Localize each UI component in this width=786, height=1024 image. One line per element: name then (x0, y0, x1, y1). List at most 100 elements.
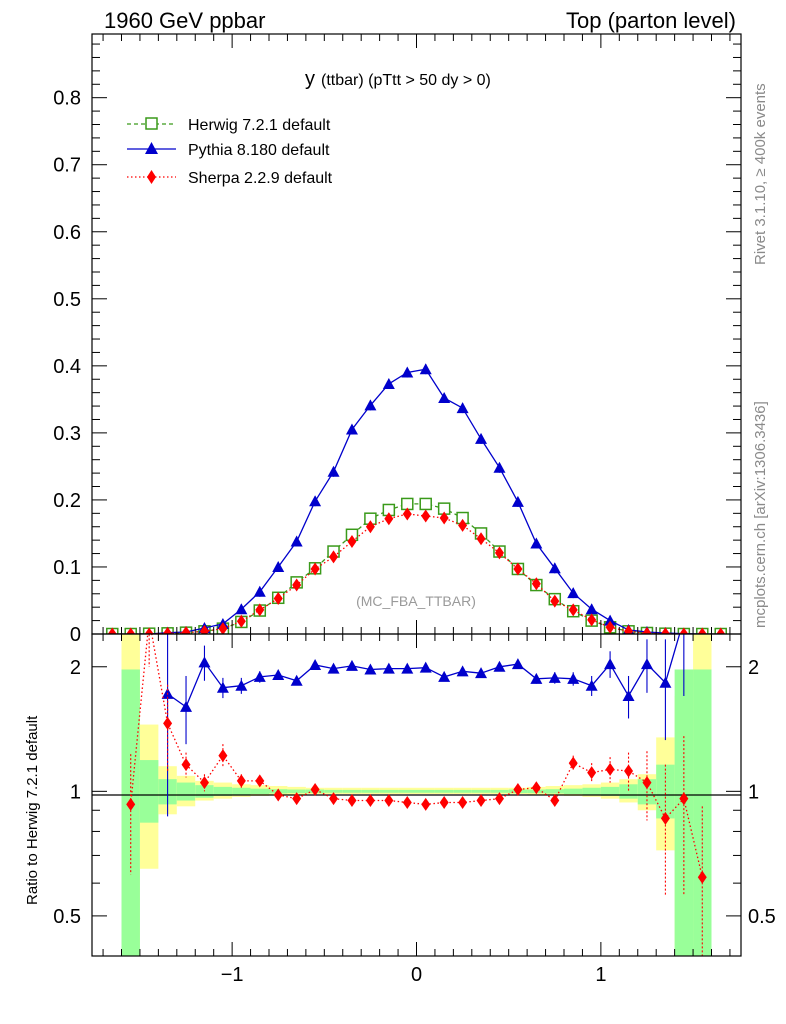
main-point (235, 603, 248, 615)
main-ytick-label: 0.6 (53, 222, 81, 244)
band-green (471, 789, 491, 793)
main-point (255, 603, 265, 617)
band-green (324, 789, 343, 793)
band-green (342, 789, 362, 793)
ratio-point (622, 689, 635, 701)
xtick-label: 1 (595, 964, 606, 986)
main-point (475, 432, 488, 444)
band-green (121, 669, 140, 956)
main-point (347, 534, 357, 548)
ratio-point (273, 788, 283, 802)
ratio-point (382, 662, 395, 674)
main-point (401, 366, 414, 378)
ratio-point (345, 659, 358, 671)
header-left: 1960 GeV ppbar (104, 8, 265, 33)
band-green (693, 669, 712, 956)
main-point (345, 423, 358, 435)
tick-labels: 0 0.1 0.2 0.3 0.4 0.5 0.6 0.7 0.8 0.5 0.5 1 1 2 2 −1 0 1 (53, 88, 776, 986)
band-green (453, 789, 472, 793)
ratio-point (309, 658, 322, 670)
main-point (107, 627, 117, 634)
ratio-point (255, 774, 265, 788)
ratio-point (587, 766, 597, 780)
main-point (587, 613, 597, 627)
plot-title: y (ttbar) (pTtt > 50 dy > 0) (305, 68, 491, 90)
xtick-label: 0 (411, 964, 422, 986)
ratio-point (659, 676, 672, 688)
ratio-point (401, 662, 414, 674)
main-point (660, 627, 670, 634)
main-point (199, 624, 209, 634)
main-point (493, 461, 506, 473)
main-point (456, 402, 469, 414)
ratio-point (642, 776, 652, 790)
main-point (511, 495, 524, 507)
main-point (494, 546, 504, 560)
main-point (530, 537, 543, 549)
band-green (600, 786, 620, 796)
main-point (329, 550, 339, 564)
ratio-series (126, 634, 707, 956)
ratio-point (679, 792, 689, 806)
main-ytick-label: 0 (70, 624, 81, 646)
main-point (144, 627, 154, 634)
ratio-point (419, 661, 432, 673)
band-green (232, 787, 251, 795)
ratio-ytick-label-right: 0.5 (748, 906, 776, 928)
ratio-ylabel: Ratio to Herwig 7.2.1 default (24, 715, 41, 905)
main-point (402, 507, 412, 521)
band-green (398, 789, 417, 793)
legend: Herwig 7.2.1 default Pythia 8.180 defaul… (127, 117, 333, 187)
band-green (434, 789, 454, 793)
main-point (697, 627, 707, 634)
legend-pythia-marker (145, 142, 158, 154)
main-ytick-label: 0.1 (53, 557, 81, 579)
plot-title-sub: (ttbar) (pTtt > 50 dy > 0) (321, 72, 491, 89)
ratio-point (292, 792, 302, 806)
main-point (605, 620, 615, 634)
ratio-point (253, 670, 266, 682)
main-point (126, 627, 136, 634)
ratio-ytick-label-right: 1 (748, 781, 759, 803)
main-point (292, 578, 302, 592)
main-point (181, 626, 191, 634)
ratio-point (604, 658, 617, 670)
legend-herwig-marker (145, 117, 158, 130)
mcplots-label: mcplots.cern.ch [arXiv:1306.3436] (752, 401, 769, 628)
ratio-ytick-label-right: 2 (748, 657, 759, 679)
ratio-point (493, 660, 506, 672)
band-green (139, 760, 159, 823)
main-point (550, 594, 560, 608)
band-green (564, 788, 583, 795)
main-point (476, 532, 486, 546)
band-green (674, 669, 694, 956)
band-green (176, 782, 196, 801)
legend-item-sherpa: Sherpa 2.2.9 default (127, 170, 333, 187)
ratio-point (402, 795, 412, 809)
main-point (365, 520, 375, 534)
ratio-point (438, 670, 451, 682)
ratio-point (199, 776, 209, 790)
main-point (531, 577, 541, 591)
main-ytick-label: 0.3 (53, 423, 81, 445)
main-point (384, 512, 394, 526)
ratio-point (568, 756, 578, 770)
ratio-point (531, 781, 541, 795)
main-line-2 (112, 513, 721, 634)
main-point (364, 399, 377, 411)
main-point (458, 518, 468, 532)
ratio-ytick-label: 0.5 (53, 906, 81, 928)
band-green (250, 788, 269, 795)
ratio-point (548, 671, 561, 683)
ratio-point (439, 795, 449, 809)
main-point (236, 614, 246, 628)
band-green (416, 789, 435, 793)
band-green (361, 789, 380, 793)
ratio-point (530, 672, 543, 684)
ratio-point (272, 669, 285, 681)
main-point (310, 562, 320, 576)
main-point (642, 626, 652, 634)
main-point (419, 363, 432, 375)
ratio-point (475, 667, 488, 679)
ratio-point (163, 716, 173, 730)
